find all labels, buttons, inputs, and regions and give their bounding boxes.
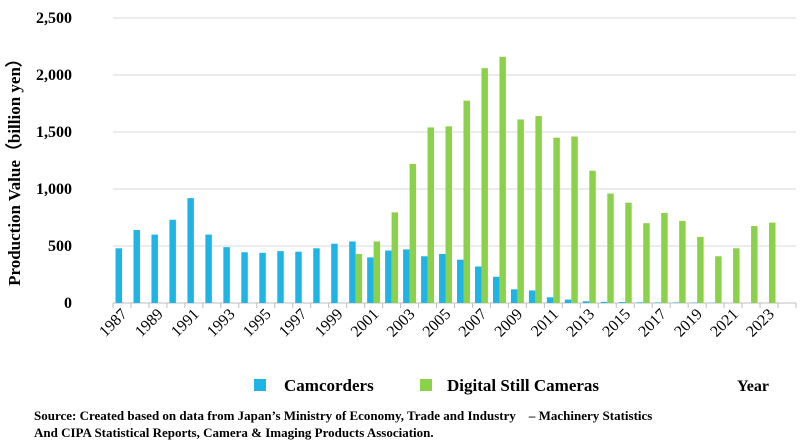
bar-digital-still-cameras-2009 bbox=[517, 119, 524, 304]
bar-digital-still-cameras-2021 bbox=[733, 248, 740, 303]
bar-camcorders-2012 bbox=[564, 299, 572, 303]
bar-camcorders-2004 bbox=[421, 256, 428, 303]
bar-digital-still-cameras-2016 bbox=[643, 223, 650, 303]
bar-camcorders-2009 bbox=[510, 289, 518, 303]
legend-label-camcorders: Camcorders bbox=[284, 376, 374, 395]
bar-camcorders-2016 bbox=[636, 302, 644, 303]
x-tick-label: 2003 bbox=[384, 306, 419, 341]
x-tick-label: 2021 bbox=[707, 306, 742, 341]
bar-digital-still-cameras-2006 bbox=[463, 100, 470, 304]
bar-camcorders-1999 bbox=[331, 243, 338, 303]
bar-camcorders-1988 bbox=[133, 230, 140, 303]
bar-camcorders-1998 bbox=[313, 248, 320, 303]
x-axis-label: Year bbox=[737, 378, 769, 395]
x-tick-label: 1987 bbox=[96, 306, 131, 341]
bar-camcorders-2011 bbox=[546, 297, 554, 303]
bar-digital-still-cameras-2010 bbox=[535, 116, 542, 303]
bar-digital-still-cameras-2002 bbox=[391, 212, 399, 303]
y-tick-labels: 0 500 1,000 1,500 2,000 2,500 bbox=[36, 10, 72, 312]
bar-camcorders-1989 bbox=[151, 234, 158, 303]
bar-camcorders-1993 bbox=[223, 247, 230, 303]
legend-swatch-camcorders bbox=[254, 379, 266, 391]
x-tick-label: 2009 bbox=[492, 306, 527, 341]
x-tick-label: 1993 bbox=[204, 306, 239, 341]
x-tick-label: 2019 bbox=[671, 306, 706, 341]
bar-digital-still-cameras-2022 bbox=[751, 226, 758, 303]
bar-camcorders-1994 bbox=[241, 252, 248, 303]
bar-digital-still-cameras-2008 bbox=[499, 56, 506, 304]
legend-label-digital-still-cameras: Digital Still Cameras bbox=[447, 376, 599, 395]
bar-camcorders-1990 bbox=[169, 219, 176, 303]
bar-camcorders-2008 bbox=[492, 276, 500, 303]
bar-digital-still-cameras-2004 bbox=[427, 127, 435, 303]
bar-digital-still-cameras-2003 bbox=[409, 163, 417, 303]
bar-camcorders-2014 bbox=[600, 301, 608, 303]
x-tick-label: 2017 bbox=[635, 306, 670, 341]
bar-camcorders-1996 bbox=[277, 251, 284, 303]
bar-camcorders-2000 bbox=[349, 241, 356, 303]
bar-camcorders-1991 bbox=[187, 198, 194, 303]
bar-digital-still-cameras-2007 bbox=[481, 68, 488, 303]
bar-digital-still-cameras-2012 bbox=[571, 136, 578, 303]
bar-digital-still-cameras-2018 bbox=[679, 220, 686, 303]
legend: Camcorders Digital Still Cameras bbox=[254, 376, 599, 395]
bar-camcorders-2018 bbox=[672, 302, 680, 303]
source-line-1: Source: Created based on data from Japan… bbox=[34, 408, 653, 423]
x-tick-label: 1989 bbox=[132, 306, 167, 341]
bar-camcorders-2006 bbox=[457, 259, 464, 303]
x-tick-label: 1991 bbox=[168, 306, 203, 341]
source-line-2: And CIPA Statistical Reports, Camera & I… bbox=[34, 425, 434, 440]
grid-lines bbox=[112, 17, 797, 308]
bars bbox=[115, 56, 776, 304]
bar-digital-still-cameras-2019 bbox=[697, 236, 704, 303]
bar-camcorders-2010 bbox=[528, 290, 536, 303]
y-tick-label: 1,000 bbox=[36, 181, 72, 198]
bar-camcorders-2007 bbox=[474, 266, 482, 303]
bar-camcorders-2005 bbox=[439, 253, 446, 303]
x-tick-label: 2007 bbox=[456, 306, 491, 341]
bar-camcorders-2003 bbox=[403, 249, 410, 303]
x-tick-label: 1995 bbox=[240, 306, 275, 341]
bar-camcorders-2013 bbox=[582, 301, 590, 303]
x-tick-label: 2011 bbox=[528, 306, 562, 340]
bar-camcorders-1997 bbox=[295, 251, 302, 303]
x-tick-label: 2001 bbox=[348, 306, 383, 341]
bar-digital-still-cameras-2001 bbox=[373, 241, 381, 303]
x-tick-label: 2015 bbox=[599, 306, 634, 341]
x-tick-label: 2023 bbox=[743, 306, 778, 341]
bar-camcorders-2001 bbox=[367, 257, 374, 303]
x-tick-label: 1999 bbox=[312, 306, 347, 341]
y-axis-label: Production Value（billion yen） bbox=[4, 50, 24, 286]
x-tick-label: 2005 bbox=[420, 306, 455, 341]
bar-digital-still-cameras-2011 bbox=[553, 137, 560, 303]
x-tick-labels: 1987 1989 1991 1993 1995 1997 1999 2001 2003 2005… bbox=[96, 306, 778, 341]
bar-camcorders-2015 bbox=[618, 302, 626, 303]
bar-digital-still-cameras-2013 bbox=[589, 170, 596, 303]
bar-camcorders-1987 bbox=[115, 248, 122, 303]
x-tick-label: 1997 bbox=[276, 306, 311, 341]
bar-camcorders-1992 bbox=[205, 234, 212, 303]
bar-camcorders-2002 bbox=[385, 250, 392, 303]
bar-digital-still-cameras-2000 bbox=[355, 253, 363, 303]
y-tick-label: 0 bbox=[64, 295, 72, 312]
bar-digital-still-cameras-2014 bbox=[607, 193, 614, 303]
bar-digital-still-cameras-2015 bbox=[625, 202, 632, 303]
y-tick-label: 1,500 bbox=[36, 124, 72, 141]
y-tick-label: 500 bbox=[48, 238, 72, 255]
bar-digital-still-cameras-2020 bbox=[715, 256, 722, 303]
legend-swatch-digital-still-cameras bbox=[420, 379, 432, 391]
bar-digital-still-cameras-2023 bbox=[769, 222, 776, 303]
bar-camcorders-2017 bbox=[654, 302, 662, 303]
bar-camcorders-1995 bbox=[259, 252, 266, 303]
bar-digital-still-cameras-2017 bbox=[661, 212, 668, 303]
x-tick-label: 2013 bbox=[563, 306, 598, 341]
bar-digital-still-cameras-2005 bbox=[445, 126, 452, 303]
y-tick-label: 2,500 bbox=[36, 10, 72, 27]
y-tick-label: 2,000 bbox=[36, 67, 72, 84]
